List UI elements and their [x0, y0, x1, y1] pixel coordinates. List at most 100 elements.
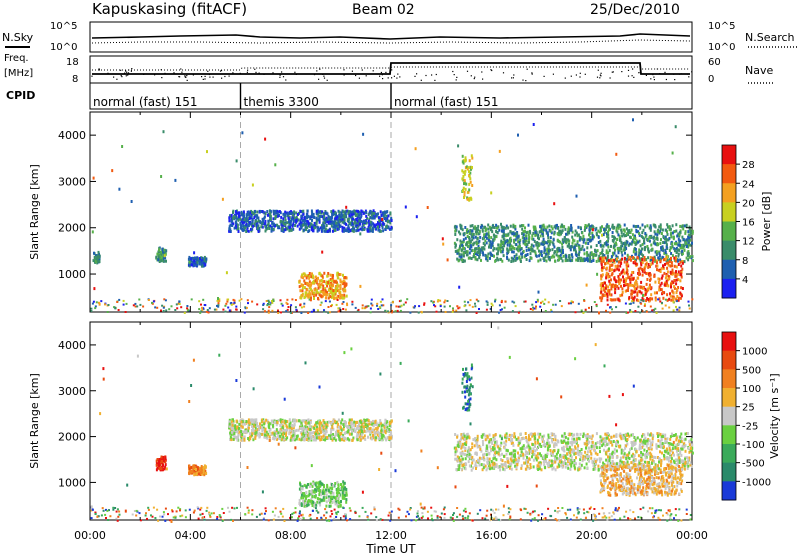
data-pixel	[547, 301, 550, 304]
data-pixel	[548, 256, 551, 260]
data-pixel	[475, 227, 478, 231]
beam-title: Beam 02	[352, 2, 415, 18]
data-pixel	[561, 238, 564, 242]
data-pixel	[338, 214, 341, 218]
data-pixel	[347, 210, 350, 214]
data-pixel	[318, 282, 321, 286]
data-pixel	[617, 277, 620, 281]
data-pixel	[636, 283, 639, 287]
data-pixel	[687, 239, 690, 243]
data-pixel	[310, 275, 313, 278]
data-pixel	[344, 308, 347, 311]
data-pixel	[240, 298, 243, 301]
data-pixel	[654, 259, 657, 263]
data-pixel	[162, 250, 165, 254]
data-pixel	[591, 237, 594, 241]
data-pixel	[665, 261, 668, 265]
data-pixel	[470, 257, 473, 260]
data-pixel	[353, 427, 356, 431]
data-pixel	[512, 223, 515, 227]
data-pixel	[629, 277, 632, 281]
data-pixel	[564, 256, 567, 260]
data-pixel	[252, 224, 255, 228]
data-pixel	[649, 256, 652, 259]
data-pixel	[636, 285, 639, 289]
data-pixel	[658, 250, 661, 254]
data-pixel	[665, 253, 668, 257]
data-pixel	[195, 472, 198, 476]
data-pixel	[377, 437, 380, 440]
data-pixel	[324, 229, 326, 233]
data-pixel	[670, 298, 673, 302]
data-pixel	[198, 262, 201, 266]
data-pixel	[531, 308, 534, 311]
data-pixel	[643, 293, 646, 297]
data-pixel	[322, 215, 324, 219]
data-pixel	[526, 253, 529, 256]
data-pixel	[364, 220, 366, 224]
data-pixel	[288, 228, 291, 232]
data-pixel	[687, 230, 690, 234]
data-pixel	[593, 252, 596, 256]
data-pixel	[633, 236, 636, 240]
data-pixel	[242, 218, 245, 222]
data-pixel	[599, 252, 602, 255]
data-pixel	[301, 428, 304, 432]
data-pixel	[308, 421, 310, 425]
data-pixel	[585, 251, 588, 255]
nave-dot	[127, 74, 129, 76]
data-pixel	[163, 459, 166, 463]
data-pixel	[615, 254, 618, 258]
data-pixel	[635, 258, 637, 262]
data-pixel	[198, 257, 201, 260]
data-pixel	[305, 276, 308, 280]
data-pixel	[582, 257, 585, 261]
data-pixel	[302, 437, 305, 441]
data-pixel	[491, 225, 494, 229]
data-pixel	[511, 250, 514, 254]
data-pixel	[351, 429, 353, 433]
data-pixel	[672, 309, 675, 312]
data-pixel	[304, 282, 307, 285]
data-pixel	[350, 418, 353, 422]
data-pixel	[588, 229, 591, 233]
data-pixel	[654, 232, 657, 236]
data-pixel	[247, 421, 250, 424]
data-pixel	[529, 231, 532, 235]
data-pixel	[369, 220, 372, 224]
data-pixel	[344, 424, 347, 428]
data-pixel	[197, 257, 200, 261]
data-pixel	[567, 228, 570, 231]
data-pixel	[200, 471, 203, 474]
data-pixel	[336, 271, 339, 275]
data-pixel	[253, 424, 256, 428]
data-pixel	[557, 226, 559, 230]
data-pixel	[553, 245, 556, 249]
data-pixel	[233, 431, 236, 435]
data-pixel	[339, 278, 342, 282]
data-pixel	[509, 239, 512, 243]
data-pixel	[614, 291, 617, 295]
data-pixel	[323, 310, 326, 313]
data-pixel	[532, 231, 535, 235]
data-pixel	[377, 423, 380, 427]
data-pixel	[471, 238, 474, 242]
data-pixel	[98, 252, 100, 256]
data-pixel	[329, 218, 332, 221]
data-pixel	[386, 420, 389, 424]
data-pixel	[583, 299, 586, 302]
data-pixel	[244, 430, 247, 434]
data-pixel	[368, 217, 371, 221]
data-pixel	[244, 422, 246, 426]
data-pixel	[685, 256, 688, 260]
data-pixel	[492, 248, 495, 252]
data-pixel	[324, 289, 327, 293]
data-pixel	[305, 222, 308, 226]
data-pixel	[468, 241, 471, 245]
data-pixel	[507, 258, 510, 262]
data-pixel	[647, 298, 650, 301]
data-pixel	[626, 283, 629, 286]
data-pixel	[677, 299, 680, 302]
data-pixel	[234, 210, 237, 214]
data-pixel	[468, 232, 471, 235]
